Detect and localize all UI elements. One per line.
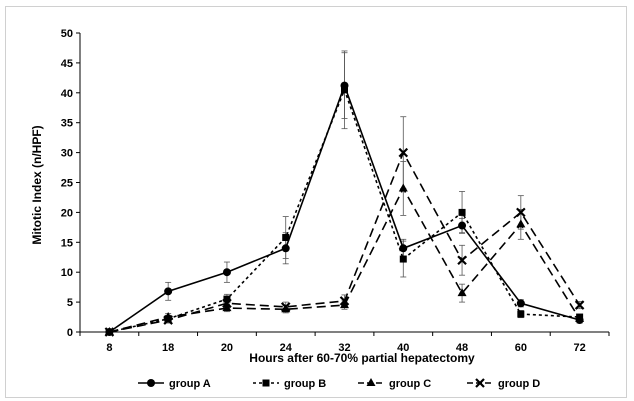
legend-label-group-a: group A <box>169 378 211 390</box>
series-line-group-c <box>109 186 581 333</box>
legend-label-group-c: group C <box>389 378 431 390</box>
legend-marker-group-c <box>366 378 376 386</box>
data-point-group-c <box>222 303 232 312</box>
data-point-group-d <box>222 298 232 309</box>
data-point-group-b <box>223 295 231 303</box>
data-point-group-a <box>516 299 525 308</box>
y-axis-label: Mitotic Index (n/HPF) <box>30 125 44 244</box>
error-bars <box>165 50 583 324</box>
y-tick-label: 0 <box>67 327 73 339</box>
data-point-group-b <box>517 310 525 318</box>
data-point-group-d <box>516 207 526 218</box>
data-point-group-c <box>516 219 526 228</box>
y-tick-label: 10 <box>61 267 73 279</box>
legend-marker-group-a <box>147 379 155 387</box>
legend-item-group-c: group C <box>358 378 431 390</box>
data-point-group-d <box>280 302 291 312</box>
legend-item-group-d: group D <box>467 378 540 390</box>
x-tick-label: 32 <box>338 342 350 354</box>
data-point-group-d <box>104 327 115 337</box>
legend: group A group B group C group D <box>138 378 540 390</box>
data-point-group-a <box>399 244 408 253</box>
x-tick-label: 60 <box>515 342 527 354</box>
data-point-group-c <box>340 300 349 309</box>
tick-labels: 0 5 10 15 20 25 30 35 40 45 50 8 18 20 24 32 40 48 60 72 <box>61 28 586 354</box>
data-point-group-d <box>574 300 585 310</box>
data-point-group-d <box>457 255 467 266</box>
legend-marker-group-b <box>262 379 270 387</box>
data-point-group-a <box>458 221 467 230</box>
data-point-group-a <box>281 244 290 253</box>
legend-label-group-b: group B <box>284 378 326 390</box>
x-tick-label: 18 <box>162 342 174 354</box>
y-tick-label: 20 <box>61 207 73 219</box>
data-point-group-c <box>575 313 585 322</box>
y-tick-label: 35 <box>61 118 73 130</box>
data-point-group-a <box>222 268 231 277</box>
x-tick-label: 72 <box>573 342 585 354</box>
legend-label-group-d: group D <box>498 378 540 390</box>
legend-item-group-b: group B <box>253 378 326 390</box>
data-point-group-d <box>339 296 350 306</box>
data-point-group-c <box>398 183 408 192</box>
data-point-group-b <box>341 86 348 94</box>
chart-frame: 0 5 10 15 20 25 30 35 40 45 50 8 18 20 24 32 40 48 60 72 Mi… <box>5 6 627 398</box>
x-tick-label: 40 <box>397 342 409 354</box>
data-point-group-c <box>457 288 467 297</box>
x-tick-label: 20 <box>221 342 233 354</box>
legend-item-group-a: group A <box>138 378 211 390</box>
x-axis-label: Hours after 60-70% partial hepatectomy <box>249 351 475 365</box>
y-tick-label: 15 <box>61 237 73 249</box>
y-tick-label: 45 <box>61 58 73 70</box>
axes <box>76 32 610 336</box>
x-tick-label: 8 <box>106 342 112 354</box>
y-tick-label: 30 <box>61 148 73 160</box>
series-markers <box>104 81 585 337</box>
data-point-group-a <box>164 287 173 296</box>
data-point-group-b <box>282 234 290 242</box>
x-tick-label: 24 <box>280 342 293 354</box>
data-point-group-d <box>163 315 173 325</box>
data-point-group-b <box>458 208 466 216</box>
data-point-group-b <box>399 255 407 263</box>
y-tick-label: 40 <box>61 88 73 100</box>
y-tick-label: 25 <box>61 178 73 190</box>
data-point-group-d <box>398 147 409 158</box>
y-tick-label: 5 <box>67 297 73 309</box>
legend-marker-group-d <box>475 378 485 388</box>
line-chart: 0 5 10 15 20 25 30 35 40 45 50 8 18 20 24 32 40 48 60 72 Mi… <box>30 28 610 390</box>
x-tick-label: 48 <box>456 342 468 354</box>
y-tick-label: 50 <box>61 28 73 40</box>
